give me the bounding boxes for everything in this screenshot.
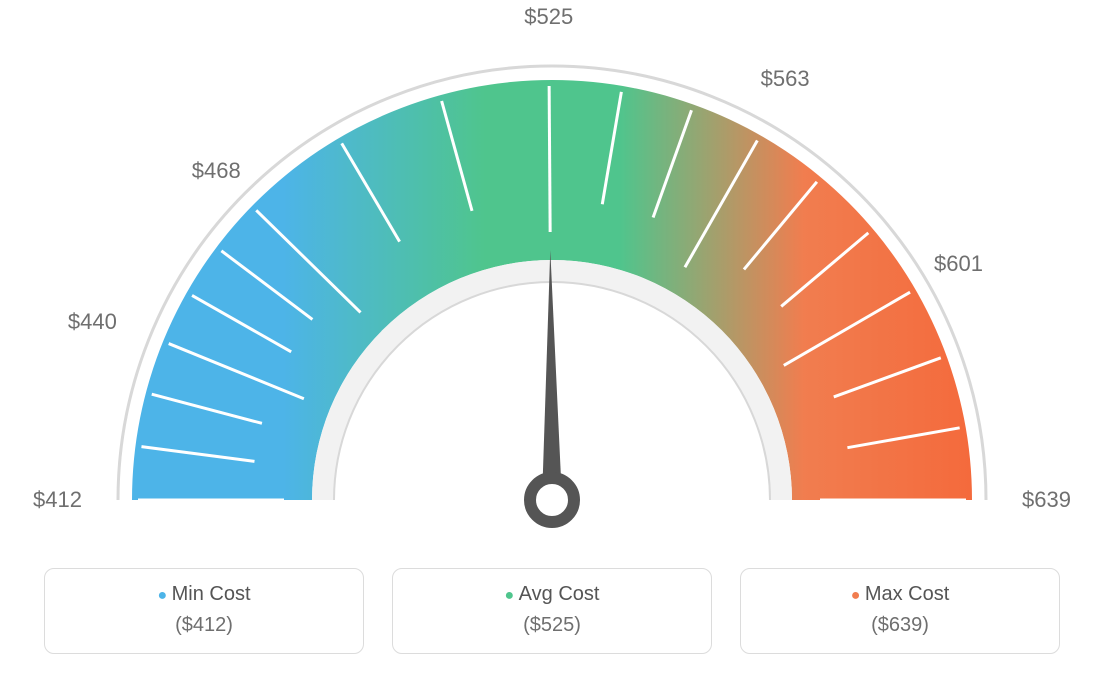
legend-card-min: Min Cost ($412)	[44, 568, 364, 654]
legend-card-max: Max Cost ($639)	[740, 568, 1060, 654]
gauge-tick-label: $525	[524, 4, 573, 30]
legend-value-avg: ($525)	[403, 614, 701, 637]
legend-title-avg: Avg Cost	[403, 583, 701, 606]
gauge-tick-label: $412	[33, 487, 82, 513]
legend-value-max: ($639)	[751, 614, 1049, 637]
gauge-tick-label: $563	[761, 66, 810, 92]
legend-value-min: ($412)	[55, 614, 353, 637]
cost-gauge: $412 $440 $468 $525 $563 $601 $639	[0, 0, 1104, 560]
legend-card-avg: Avg Cost ($525)	[392, 568, 712, 654]
gauge-tick-label: $440	[68, 309, 117, 335]
gauge-tick-label: $601	[934, 251, 983, 277]
legend-title-max: Max Cost	[751, 583, 1049, 606]
legend-title-min: Min Cost	[55, 583, 353, 606]
gauge-svg	[0, 0, 1104, 560]
gauge-tick-label: $468	[192, 158, 241, 184]
gauge-tick-label: $639	[1022, 487, 1071, 513]
legend-row: Min Cost ($412) Avg Cost ($525) Max Cost…	[0, 568, 1104, 654]
